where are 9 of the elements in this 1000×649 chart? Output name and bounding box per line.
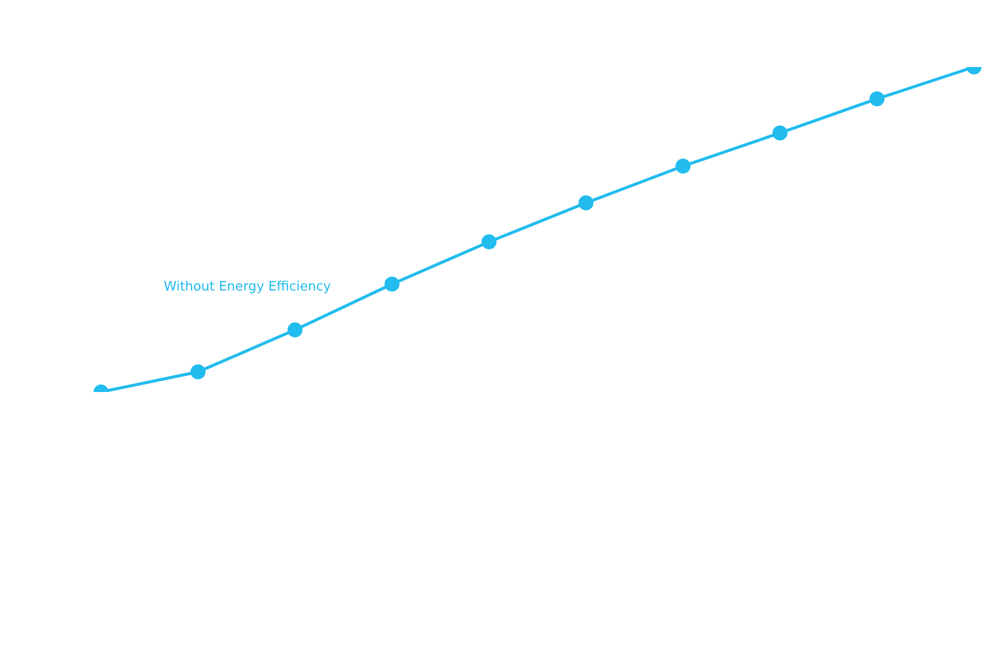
point [772, 125, 788, 140]
point [288, 322, 302, 338]
point [676, 158, 690, 174]
series-label: Without Energy Efficiency [164, 279, 332, 294]
point [384, 276, 400, 292]
point [578, 195, 594, 210]
point [190, 364, 206, 380]
point [482, 234, 496, 250]
point [870, 91, 884, 106]
